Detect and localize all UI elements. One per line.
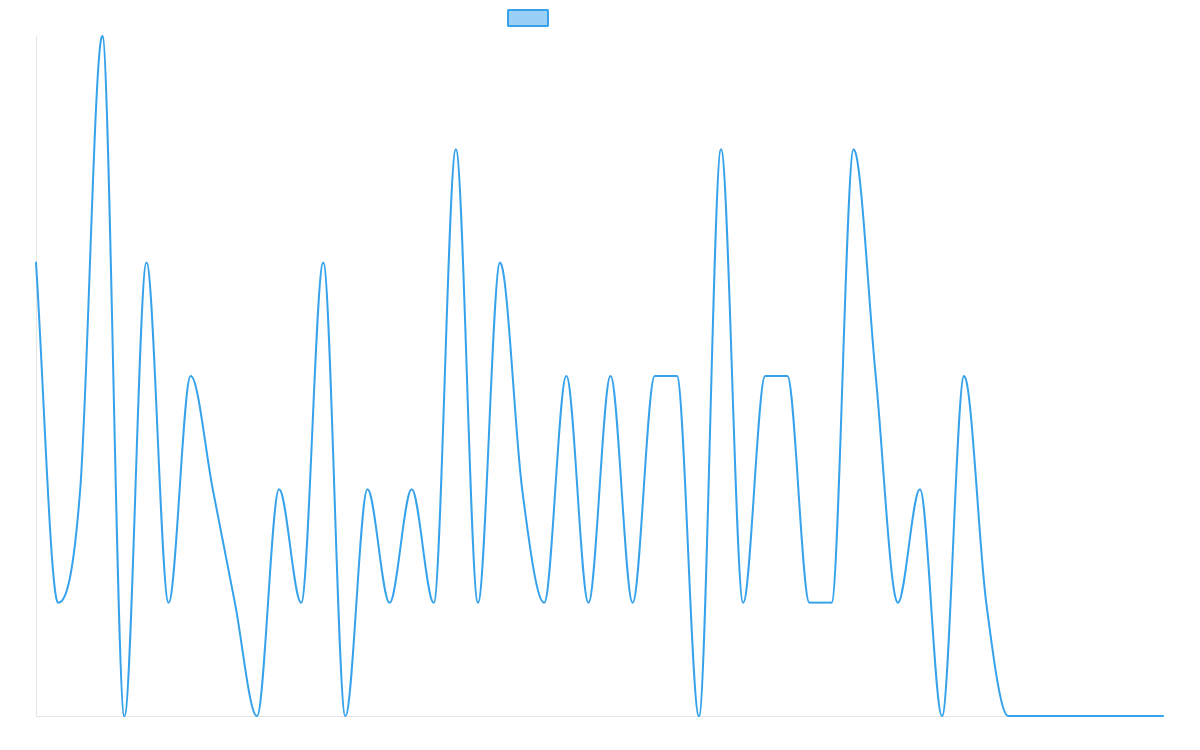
legend-swatch[interactable] (507, 9, 549, 27)
series-line-0 (35, 35, 1164, 717)
legend[interactable] (507, 9, 549, 27)
series-layer (35, 35, 1164, 717)
